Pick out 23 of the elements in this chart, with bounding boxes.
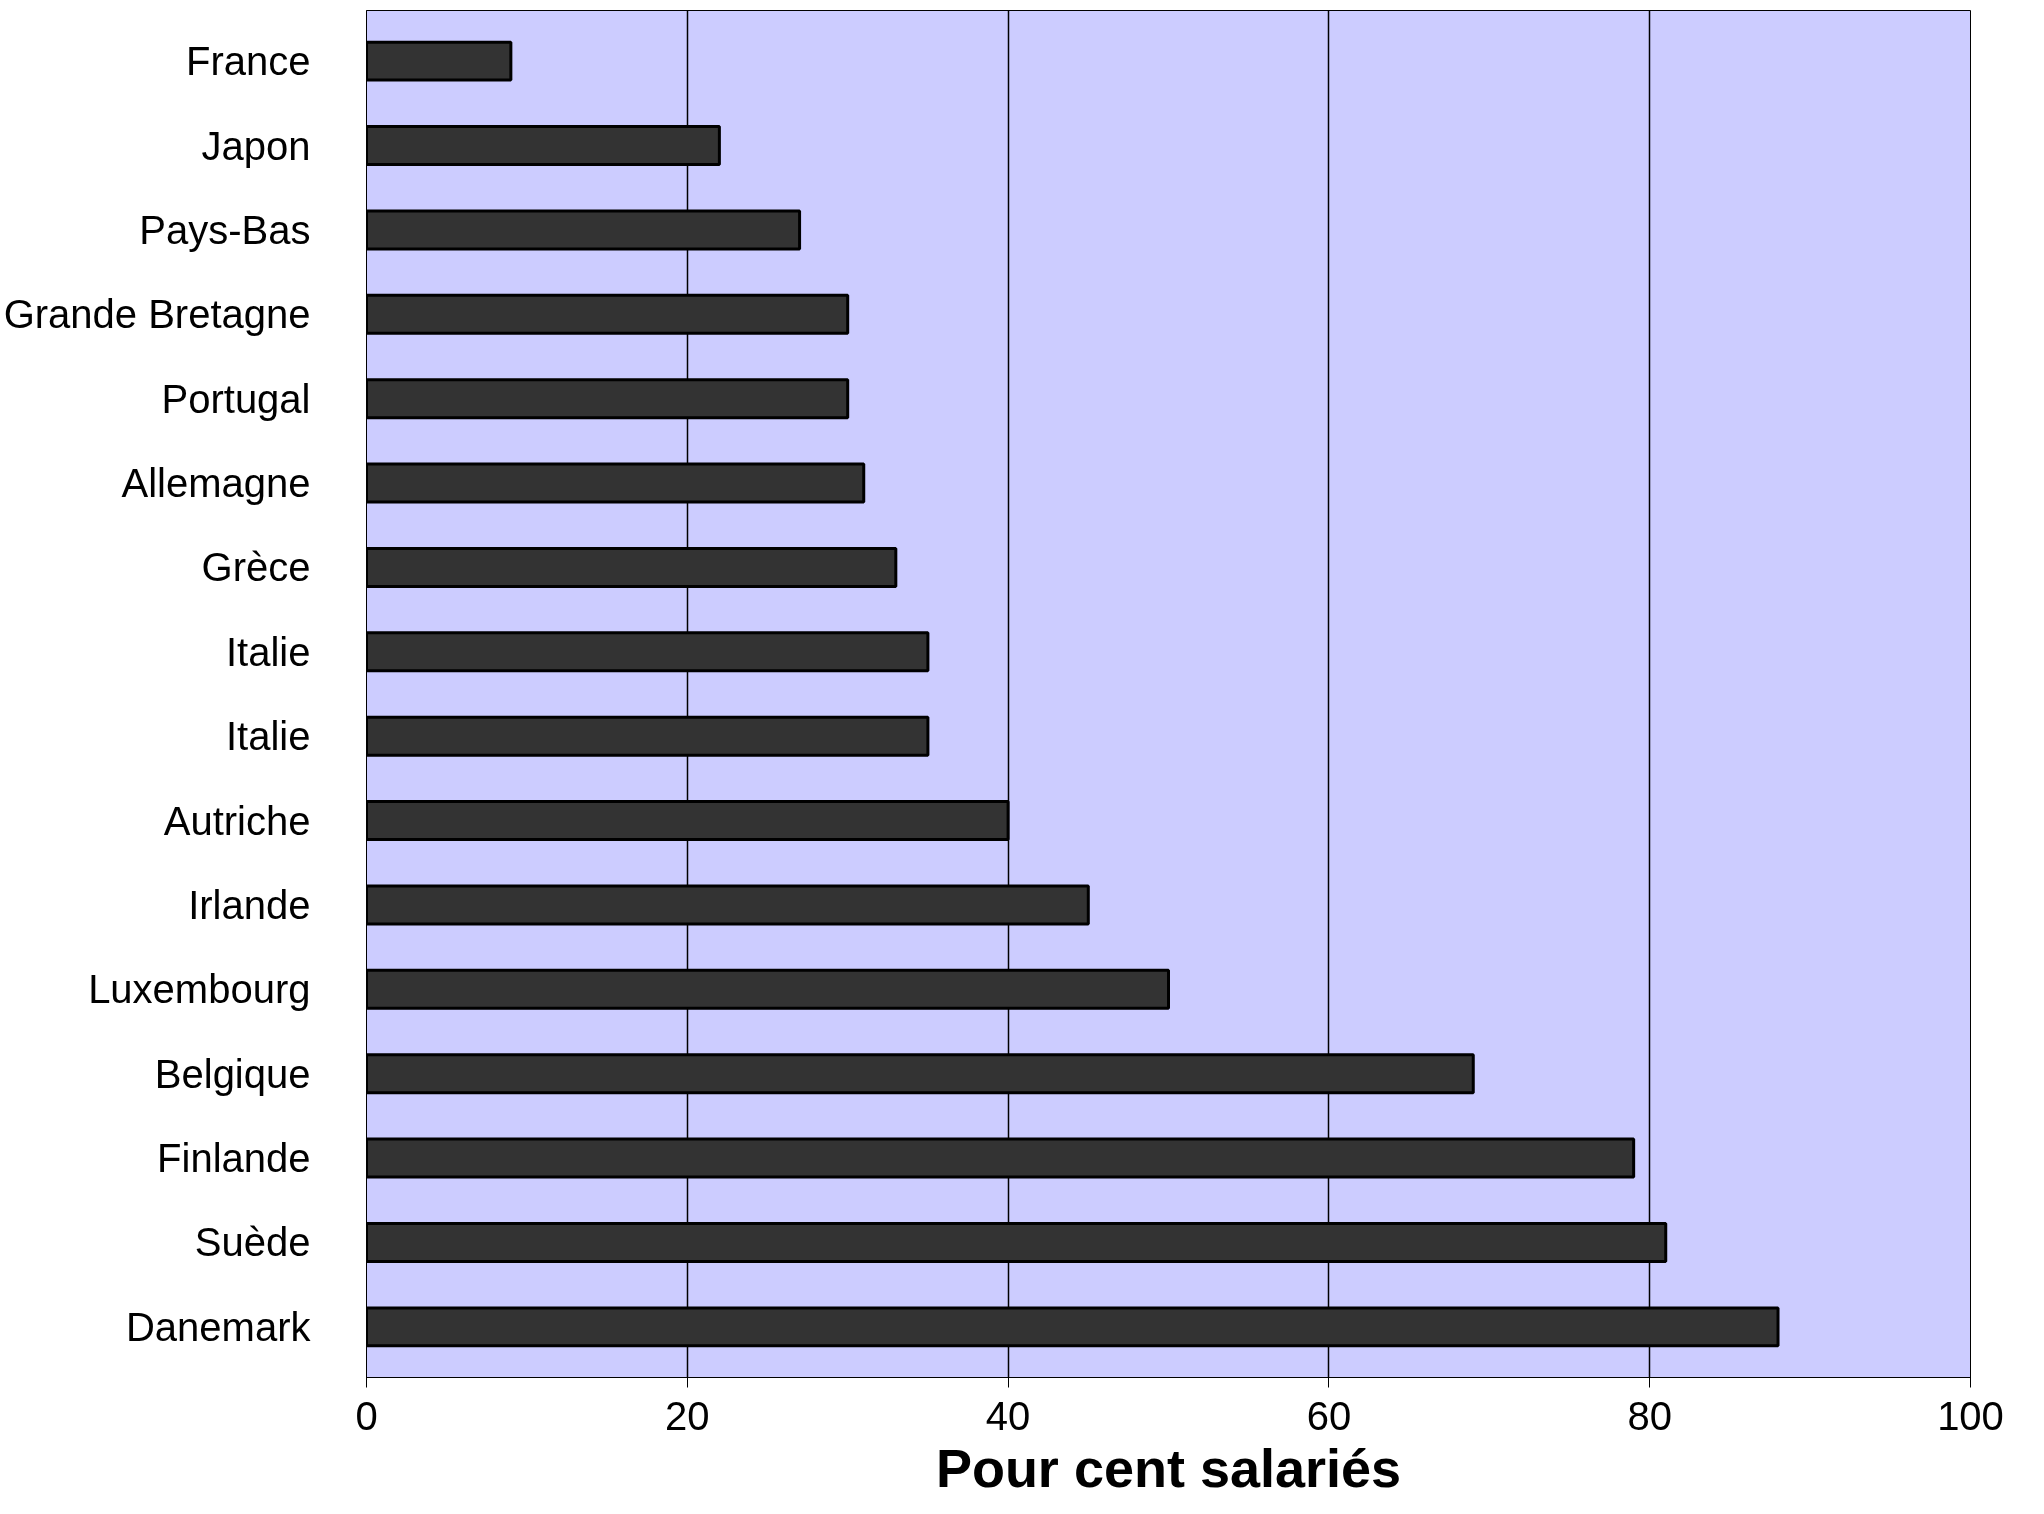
y-tick-label: Italie [226, 714, 311, 759]
y-tick-label: France [186, 39, 311, 84]
y-tick-label: Japon [201, 123, 311, 168]
y-tick-label: Irlande [188, 882, 311, 927]
y-tick-label: Grèce [201, 545, 311, 590]
y-tick-label: Danemark [125, 1304, 312, 1349]
y-tick-label: Allemagne [121, 461, 311, 506]
y-tick-label: Belgique [154, 1051, 311, 1096]
x-tick-label: 100 [1937, 1393, 2004, 1438]
y-tick-label: Suède [194, 1220, 311, 1265]
x-tick-label: 20 [665, 1393, 710, 1438]
x-tick-label: 0 [355, 1393, 378, 1438]
x-tick-label: 80 [1627, 1393, 1672, 1438]
x-axis-title: Pour cent salariés [935, 1437, 1402, 1498]
x-tick-label: 60 [1306, 1393, 1352, 1438]
y-tick-label: Grande Bretagne [3, 292, 311, 337]
y-tick-label: Luxembourg [88, 967, 311, 1012]
y-tick-label: Autriche [163, 798, 311, 843]
y-tick-label: Finlande [157, 1136, 311, 1181]
x-tick-label: 40 [985, 1393, 1031, 1438]
y-tick-label: Portugal [161, 376, 311, 421]
y-tick-label: Italie [226, 629, 311, 674]
y-tick-label: Pays-Bas [139, 207, 311, 252]
